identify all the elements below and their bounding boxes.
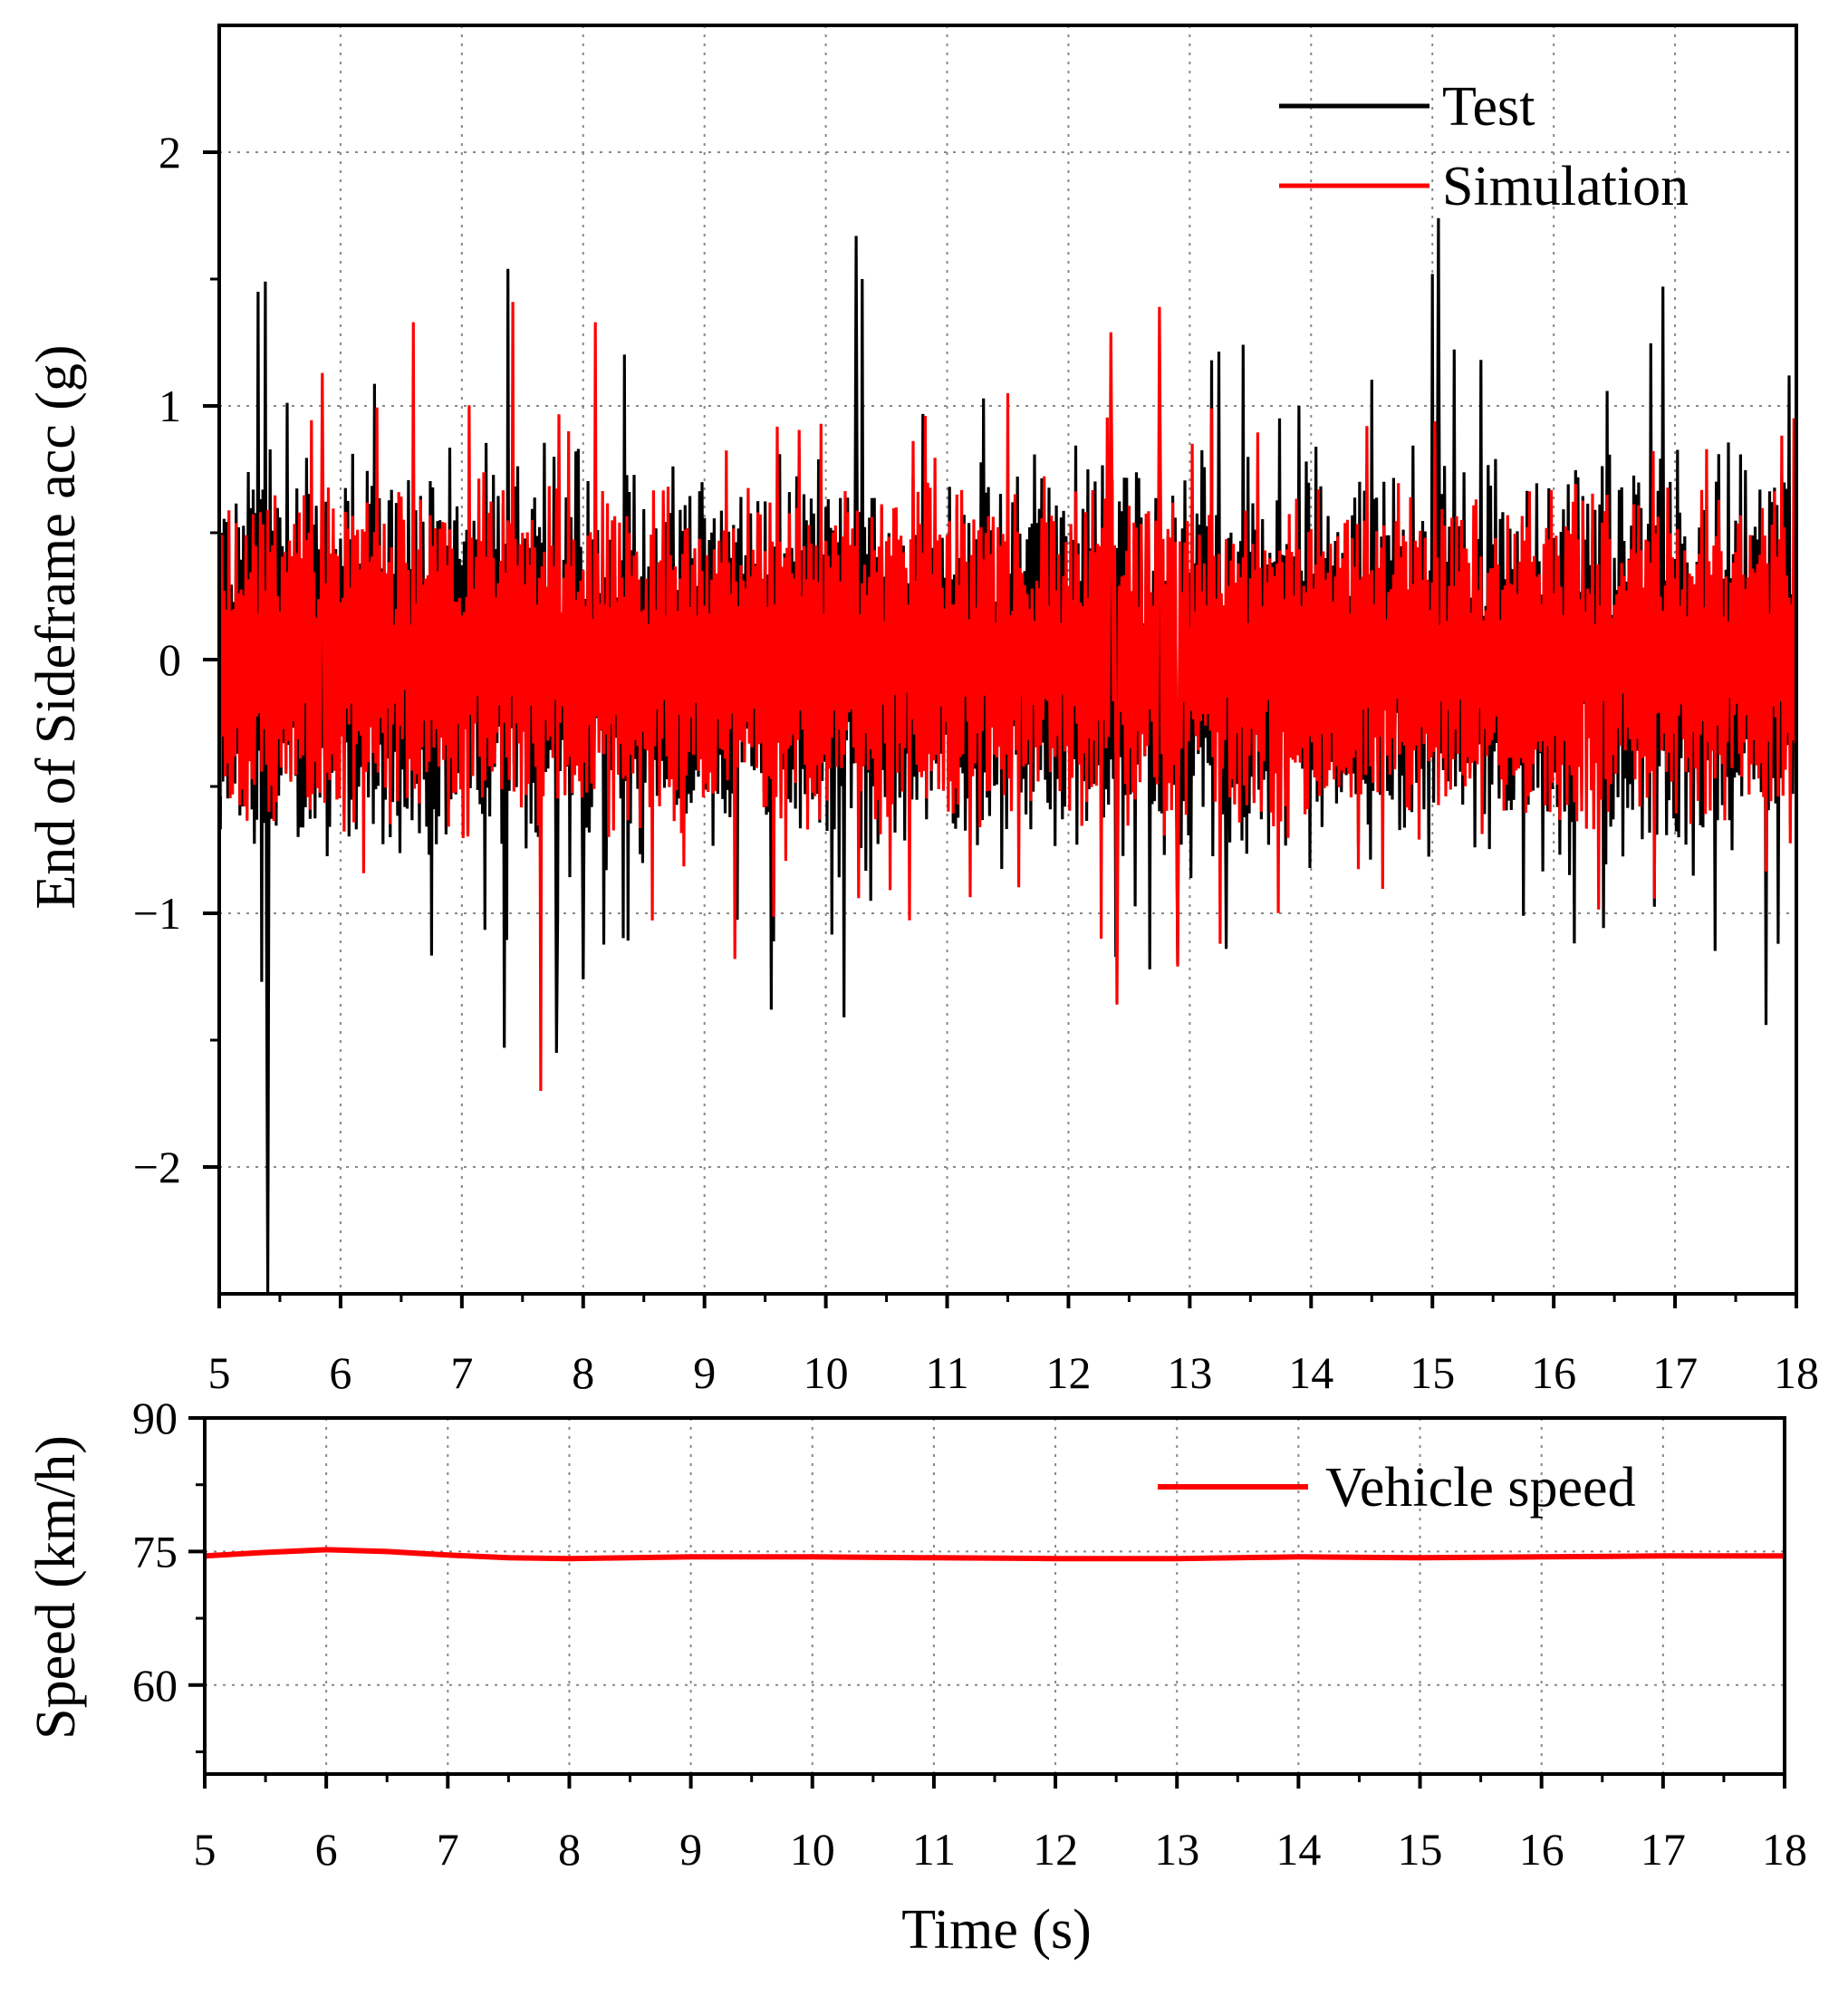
x-tick-label: 14 <box>1288 1347 1333 1398</box>
x-tick-label: 11 <box>925 1347 968 1398</box>
x-tick-label: 5 <box>208 1347 231 1398</box>
x-tick-label: 16 <box>1531 1347 1576 1398</box>
x-tick-label: 6 <box>315 1824 338 1875</box>
speed-chart: 5 6 7 8 9 10 11 12 13 14 15 16 17 18 90 75 60 Speed (km/… <box>25 1393 1807 1961</box>
legend-label-simulation: Simulation <box>1442 156 1689 217</box>
x-tick-label: 13 <box>1167 1347 1212 1398</box>
x-tick-label: 17 <box>1641 1824 1686 1875</box>
speed-series <box>204 1547 1785 1562</box>
x-tick-label: 14 <box>1275 1824 1321 1875</box>
legend-label-test: Test <box>1442 76 1535 138</box>
x-tick-label: 7 <box>450 1347 473 1398</box>
y-tick-label: −2 <box>133 1142 181 1192</box>
x-tick-label: 18 <box>1762 1824 1807 1875</box>
x-tick-label: 11 <box>912 1824 956 1875</box>
acceleration-y-axis-title: End of Sideframe acc (g) <box>25 344 87 909</box>
x-tick-label: 9 <box>679 1824 702 1875</box>
series-line-simulation <box>217 302 1798 1092</box>
x-tick-label: 12 <box>1033 1824 1078 1875</box>
x-tick-label: 8 <box>558 1824 581 1875</box>
speed-legend: Vehicle speed <box>1158 1457 1636 1519</box>
x-tick-label: 16 <box>1519 1824 1564 1875</box>
x-tick-label: 5 <box>194 1824 217 1875</box>
speed-y-axis-title: Speed (km/h) <box>25 1435 87 1740</box>
acceleration-series <box>217 217 1798 1295</box>
x-tick-label: 15 <box>1398 1824 1443 1875</box>
x-tick-label: 17 <box>1652 1347 1698 1398</box>
x-tick-label: 15 <box>1410 1347 1455 1398</box>
x-tick-label: 12 <box>1045 1347 1091 1398</box>
x-axis-title: Time (s) <box>901 1899 1092 1961</box>
x-tick-label: 13 <box>1154 1824 1199 1875</box>
x-tick-label: 9 <box>693 1347 716 1398</box>
y-tick-label: 0 <box>159 634 181 685</box>
acceleration-legend: Test Simulation <box>1279 76 1689 217</box>
y-tick-label: 1 <box>159 381 181 431</box>
speed-grid <box>205 1418 1785 1774</box>
y-tick-label: 2 <box>159 127 181 178</box>
y-tick-label: −1 <box>133 888 181 939</box>
speed-axis-ticks: 5 6 7 8 9 10 11 12 13 14 15 16 17 18 90 75 60 <box>132 1393 1807 1875</box>
y-tick-label: 90 <box>132 1393 178 1443</box>
x-tick-label: 10 <box>790 1824 835 1875</box>
legend-label-vehicle-speed: Vehicle speed <box>1325 1457 1636 1519</box>
x-tick-label: 7 <box>437 1824 459 1875</box>
x-tick-label: 6 <box>329 1347 351 1398</box>
x-tick-label: 10 <box>804 1347 849 1398</box>
series-line-vehicle-speed <box>204 1547 1785 1562</box>
y-tick-label: 60 <box>132 1660 178 1711</box>
y-tick-label: 75 <box>132 1526 178 1577</box>
x-tick-label: 18 <box>1774 1347 1819 1398</box>
x-tick-label: 8 <box>572 1347 594 1398</box>
